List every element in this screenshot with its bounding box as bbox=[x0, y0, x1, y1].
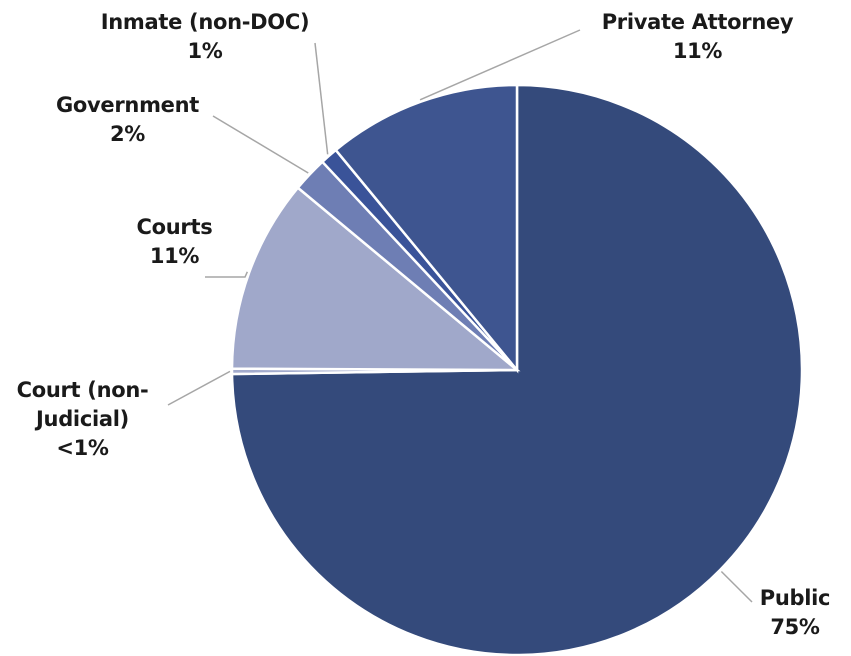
data-label: Court (non-Judicial) <1% bbox=[0, 376, 165, 463]
category-label: Court (non-Judicial) bbox=[16, 378, 149, 431]
leader-line bbox=[419, 29, 581, 101]
data-label: Courts 11% bbox=[112, 213, 237, 271]
value-label: 1% bbox=[187, 39, 223, 63]
pie-slice bbox=[334, 83, 519, 374]
leader-line bbox=[167, 370, 231, 406]
value-label: 2% bbox=[109, 122, 146, 146]
category-label: Inmate (non-DOC) bbox=[100, 10, 310, 34]
leader-line bbox=[314, 42, 329, 155]
category-label: Public bbox=[759, 586, 831, 610]
value-label: 75% bbox=[770, 615, 820, 639]
value-label: 11% bbox=[149, 244, 200, 268]
category-label: Courts bbox=[136, 215, 213, 239]
pie-slice bbox=[230, 185, 521, 372]
value-label: 11% bbox=[672, 39, 723, 63]
data-label: Government 2% bbox=[35, 91, 220, 149]
data-label: Inmate (non-DOC) 1% bbox=[70, 8, 340, 66]
leader-line bbox=[720, 570, 753, 603]
value-label: <1% bbox=[56, 436, 109, 460]
category-label: Private Attorney bbox=[601, 10, 794, 34]
leader-line bbox=[205, 271, 249, 278]
leader-line bbox=[212, 115, 309, 174]
data-label: Public 75% bbox=[745, 584, 845, 642]
data-label: Private Attorney 11% bbox=[575, 8, 820, 66]
category-label: Government bbox=[55, 93, 200, 117]
